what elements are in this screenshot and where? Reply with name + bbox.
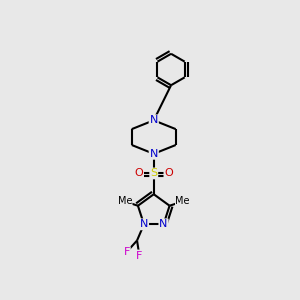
Text: O: O — [134, 168, 143, 178]
Text: N: N — [159, 219, 168, 229]
Text: N: N — [140, 219, 148, 229]
Text: O: O — [164, 168, 173, 178]
Text: Me: Me — [118, 196, 132, 206]
Text: F: F — [124, 247, 130, 257]
Text: F: F — [136, 250, 142, 260]
Text: N: N — [150, 115, 158, 125]
Text: Me: Me — [176, 196, 190, 206]
Text: N: N — [150, 149, 158, 159]
Text: S: S — [150, 168, 157, 178]
